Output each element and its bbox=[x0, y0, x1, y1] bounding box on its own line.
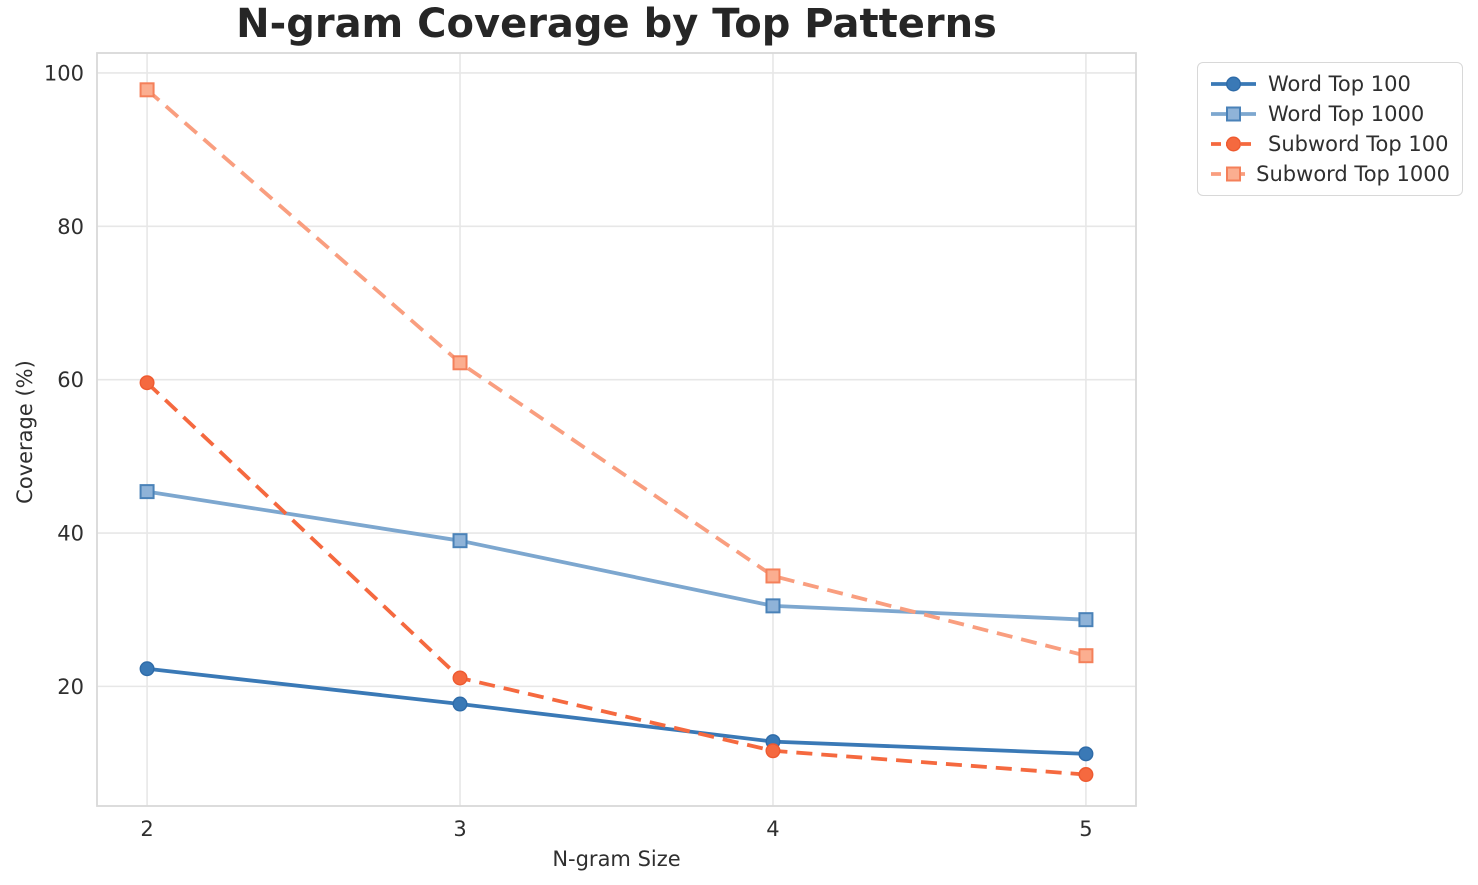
chart-title: N-gram Coverage by Top Patterns bbox=[236, 1, 997, 47]
data-point-marker bbox=[1078, 648, 1094, 664]
legend-item-word-top-1000: Word Top 1000 bbox=[1210, 101, 1450, 127]
data-point-marker bbox=[139, 661, 155, 677]
legend-label: Word Top 100 bbox=[1268, 72, 1411, 96]
y-axis-label: Coverage (%) bbox=[13, 360, 37, 504]
data-point-marker bbox=[139, 82, 155, 98]
x-tick-label: 2 bbox=[140, 817, 153, 841]
legend-label: Subword Top 100 bbox=[1268, 132, 1449, 156]
data-point-marker bbox=[139, 484, 155, 500]
legend-line-sample bbox=[1211, 136, 1256, 152]
legend-marker bbox=[1226, 76, 1242, 92]
legend-label: Word Top 1000 bbox=[1268, 102, 1425, 126]
legend-item-subword-top-1000: Subword Top 1000 bbox=[1210, 161, 1450, 187]
data-point-marker bbox=[452, 670, 468, 686]
series-line bbox=[145, 88, 1087, 658]
data-point-marker bbox=[139, 375, 155, 391]
legend-marker bbox=[1226, 166, 1241, 182]
legend-line-sample bbox=[1211, 106, 1256, 122]
series-word-top-1000 bbox=[139, 484, 1094, 628]
series-word-top-100 bbox=[139, 661, 1094, 762]
x-axis-label: N-gram Size bbox=[552, 847, 681, 871]
data-point-marker bbox=[452, 533, 468, 549]
x-tick-label: 5 bbox=[1079, 817, 1092, 841]
data-point-marker bbox=[765, 568, 781, 584]
legend-line-sample bbox=[1211, 76, 1256, 92]
x-tick-label: 4 bbox=[766, 817, 779, 841]
series-subword-top-1000 bbox=[139, 82, 1094, 664]
y-tick-label: 100 bbox=[44, 61, 84, 85]
legend-marker bbox=[1226, 136, 1242, 152]
legend-marker bbox=[1226, 106, 1241, 122]
legend: Word Top 100 Word Top 1000 Subword Top 100… bbox=[1197, 62, 1463, 196]
y-tick-label: 40 bbox=[57, 522, 84, 546]
data-point-marker bbox=[765, 743, 781, 759]
x-tick-label: 3 bbox=[453, 817, 466, 841]
data-point-marker bbox=[452, 696, 468, 712]
series-subword-top-100 bbox=[139, 375, 1094, 783]
y-tick-label: 60 bbox=[57, 368, 84, 392]
data-point-marker bbox=[452, 355, 468, 371]
series-line bbox=[146, 666, 1087, 756]
series-line bbox=[146, 489, 1087, 622]
y-tick-label: 20 bbox=[57, 675, 84, 699]
legend-item-word-top-100: Word Top 100 bbox=[1210, 71, 1450, 97]
data-point-marker bbox=[1078, 612, 1094, 628]
legend-line-sample bbox=[1211, 166, 1246, 182]
y-tick-label: 80 bbox=[57, 215, 84, 239]
data-point-marker bbox=[765, 598, 781, 614]
plot-border bbox=[96, 52, 1137, 807]
series-line bbox=[145, 381, 1087, 777]
data-point-marker bbox=[1078, 746, 1094, 762]
legend-label: Subword Top 1000 bbox=[1256, 162, 1450, 186]
legend-item-subword-top-100: Subword Top 100 bbox=[1210, 131, 1450, 157]
data-point-marker bbox=[1078, 767, 1094, 783]
